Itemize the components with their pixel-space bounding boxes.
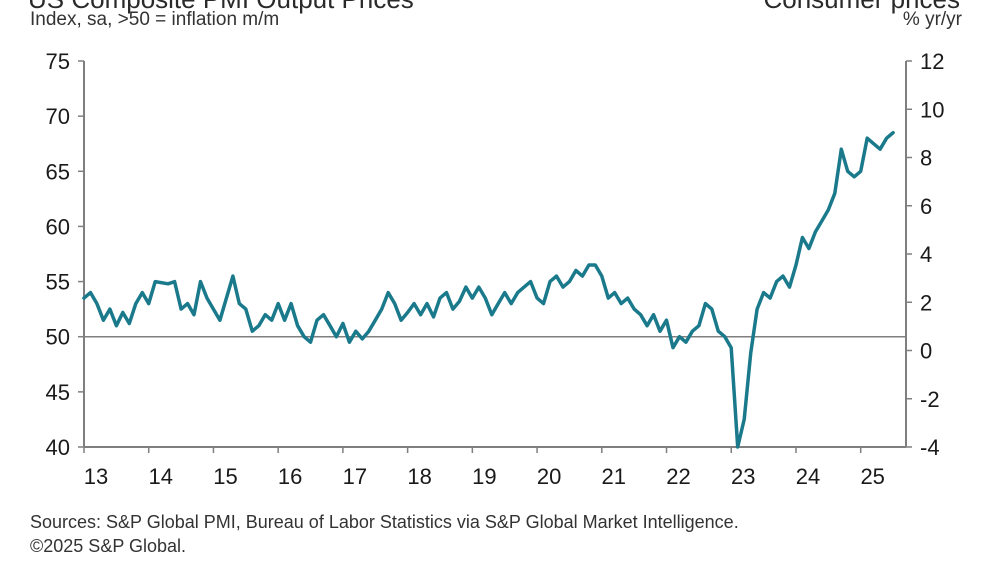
right-tick-label: 6 — [920, 194, 932, 219]
x-tick-label: 15 — [213, 464, 237, 489]
left-tick-label: 55 — [46, 270, 70, 295]
x-axis-ticks: 13 14 15 16 17 18 19 20 21 22 23 24 25 — [83, 447, 885, 489]
x-tick-label: 25 — [860, 464, 884, 489]
chart-footer: Sources: S&P Global PMI, Bureau of Labor… — [30, 510, 739, 558]
x-tick-label: 14 — [148, 464, 172, 489]
chart-title-right: Consumer prices — [763, 0, 960, 15]
left-tick-label: 75 — [46, 49, 70, 74]
right-tick-label: 8 — [920, 146, 932, 171]
chart-axes — [83, 61, 907, 448]
right-tick-label: -4 — [920, 435, 940, 460]
x-tick-label: 16 — [278, 464, 302, 489]
left-tick-label: 70 — [46, 104, 70, 129]
left-tick-label: 60 — [46, 214, 70, 239]
left-axis-label: Index, sa, >50 = inflation m/m — [30, 9, 280, 30]
left-tick-label: 50 — [46, 325, 70, 350]
right-tick-label: 4 — [920, 242, 932, 267]
x-tick-label: 24 — [796, 464, 820, 489]
right-tick-label: -2 — [920, 387, 940, 412]
x-tick-label: 13 — [84, 464, 108, 489]
left-axis-ticks: 75 70 65 60 55 50 45 40 — [46, 49, 84, 460]
x-tick-label: 23 — [731, 464, 755, 489]
chart-series — [82, 130, 895, 449]
left-tick-label: 45 — [46, 380, 70, 405]
x-tick-label: 17 — [343, 464, 367, 489]
right-tick-label: 12 — [920, 49, 944, 74]
right-tick-label: 2 — [920, 290, 932, 315]
left-tick-label: 40 — [46, 435, 70, 460]
x-tick-label: 19 — [472, 464, 496, 489]
pmi-output-prices-line — [82, 130, 895, 449]
right-axis-ticks: 12 10 8 6 4 2 0 -2 -4 — [906, 49, 944, 460]
x-tick-label: 20 — [537, 464, 561, 489]
x-tick-label: 18 — [407, 464, 431, 489]
right-axis-label: % yr/yr — [902, 9, 962, 30]
left-tick-label: 65 — [46, 159, 70, 184]
x-tick-label: 21 — [602, 464, 626, 489]
footer-sources: Sources: S&P Global PMI, Bureau of Labor… — [30, 512, 739, 532]
right-tick-label: 0 — [920, 339, 932, 364]
footer-copyright: ©2025 S&P Global. — [30, 536, 187, 556]
right-tick-label: 10 — [920, 97, 944, 122]
x-tick-label: 22 — [666, 464, 690, 489]
chart-title-left: US Composite PMI Output Prices — [28, 0, 414, 15]
